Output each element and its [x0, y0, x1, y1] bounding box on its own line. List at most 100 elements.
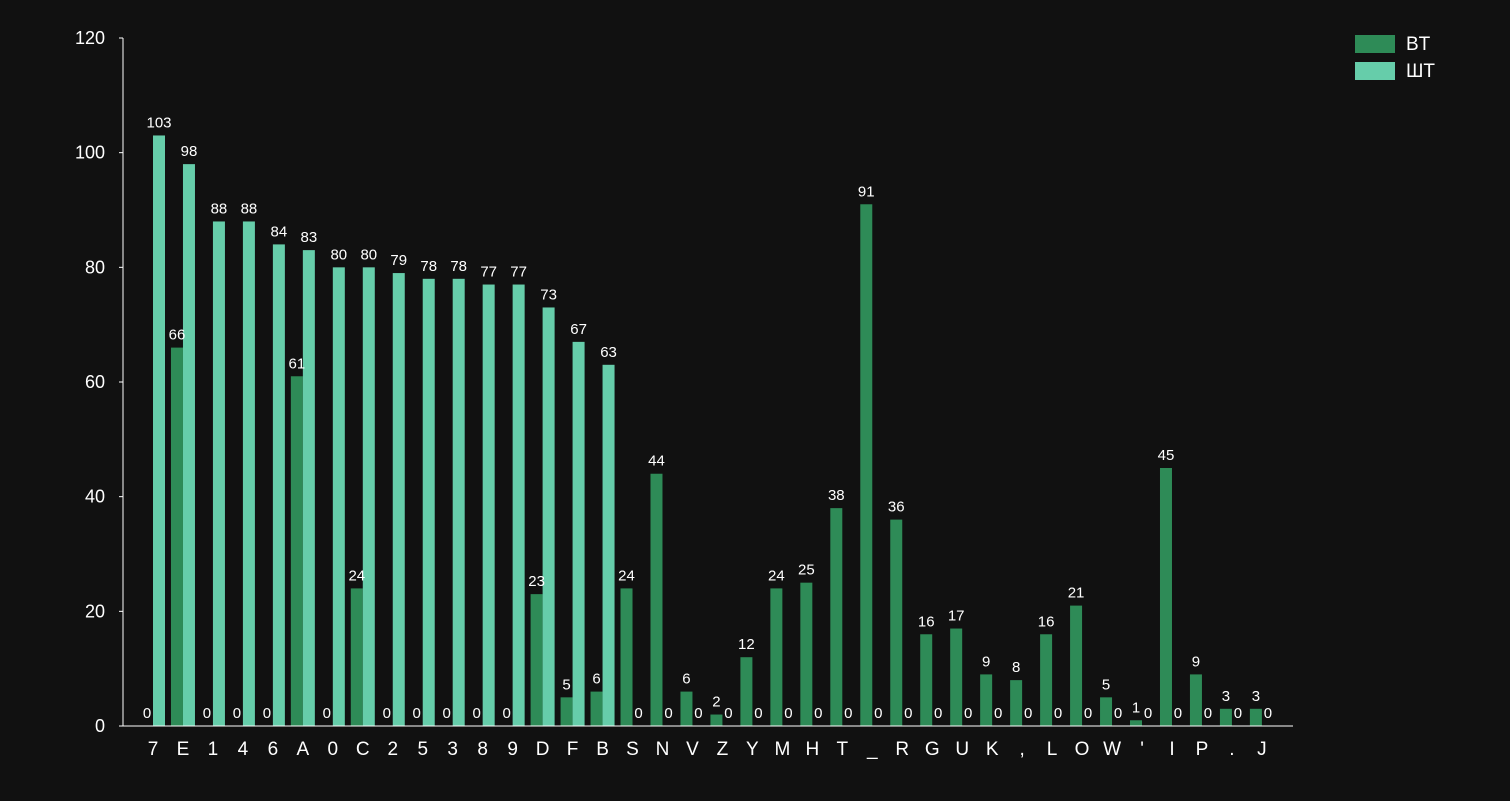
- x-category-label: .: [1229, 739, 1234, 760]
- chart-bars: [153, 135, 1262, 727]
- x-category-label: 5: [417, 739, 428, 760]
- data-label-ШТ-E: 98: [181, 143, 198, 160]
- bar-ШТ-2: [392, 273, 405, 726]
- data-label-BT-G: 16: [918, 613, 935, 630]
- x-category-label: R: [895, 739, 909, 760]
- bar-BT-J: [1249, 708, 1262, 726]
- data-label-BT-H: 25: [798, 562, 815, 579]
- bar-BT-B: [590, 691, 603, 726]
- data-label-ШТ-C: 80: [360, 246, 377, 263]
- data-label-BT-V: 6: [682, 671, 690, 688]
- data-label-ШТ-.: 0: [1234, 705, 1242, 722]
- x-category-label: F: [567, 739, 579, 760]
- bar-BT-Y: [740, 657, 753, 726]
- data-label-ШТ-3: 78: [450, 258, 467, 275]
- bar-BT-K: [980, 674, 993, 726]
- bar-BT-_: [860, 204, 873, 726]
- data-label-ШТ-1: 88: [211, 200, 228, 217]
- data-label-ШТ-L: 0: [1054, 705, 1062, 722]
- legend-label-BT: BT: [1406, 34, 1431, 55]
- x-category-label: A: [297, 739, 310, 760]
- data-label-BT-4: 0: [233, 705, 241, 722]
- x-category-label: Z: [717, 739, 729, 760]
- y-tick-label: 20: [85, 601, 105, 621]
- y-tick-label: 80: [85, 257, 105, 277]
- bar-ШТ-0: [332, 267, 345, 726]
- bar-ШТ-F: [572, 341, 585, 726]
- bar-BT-C: [350, 588, 363, 726]
- x-axis-category-labels: 7 E 1 4 6 A 0 C 2 5 3 8 9 D F B S N V Z Y M H T _ R G U K, L O W ' I P. J: [148, 739, 1267, 760]
- y-tick-label: 120: [75, 28, 105, 48]
- data-label-BT-F: 5: [562, 676, 570, 693]
- data-label-BT-': 1: [1132, 699, 1140, 716]
- legend-swatch-ШТ: [1355, 62, 1395, 80]
- bar-ШТ-B: [602, 364, 615, 726]
- legend: BT ШТ: [1355, 34, 1435, 82]
- data-label-BT-0: 0: [323, 705, 331, 722]
- data-label-BT-W: 5: [1102, 676, 1110, 693]
- bar-BT-U: [950, 628, 963, 726]
- x-category-label: K: [986, 739, 999, 760]
- data-label-BT-,: 8: [1012, 659, 1020, 676]
- data-label-BT-1: 0: [203, 705, 211, 722]
- legend-swatch-BT: [1355, 35, 1395, 53]
- data-label-ШТ-V: 0: [694, 705, 702, 722]
- bar-ШТ-D: [542, 307, 555, 726]
- x-category-label: 9: [507, 739, 518, 760]
- data-label-ШТ-M: 0: [784, 705, 792, 722]
- data-label-BT-L: 16: [1038, 613, 1055, 630]
- x-category-label: I: [1169, 739, 1174, 760]
- x-category-label: N: [656, 739, 670, 760]
- data-label-BT-M: 24: [768, 567, 785, 584]
- data-label-BT-J: 3: [1252, 688, 1260, 705]
- data-label-ШТ-7: 103: [146, 114, 171, 131]
- data-label-ШТ-W: 0: [1114, 705, 1122, 722]
- x-category-label: M: [774, 739, 790, 760]
- data-label-ШТ-P: 0: [1204, 705, 1212, 722]
- x-category-label: W: [1103, 739, 1121, 760]
- data-label-BT-T: 38: [828, 487, 845, 504]
- x-category-label: E: [177, 739, 190, 760]
- bar-BT-D: [530, 594, 543, 726]
- data-label-ШТ-G: 0: [934, 705, 942, 722]
- data-label-ШТ-4: 88: [241, 200, 258, 217]
- data-label-ШТ-2: 79: [390, 252, 407, 269]
- data-label-ШТ-T: 0: [844, 705, 852, 722]
- x-category-label: P: [1196, 739, 1209, 760]
- data-label-ШТ-Y: 0: [754, 705, 762, 722]
- data-label-ШТ-I: 0: [1174, 705, 1182, 722]
- x-category-label: B: [596, 739, 609, 760]
- bar-BT-I: [1159, 468, 1172, 726]
- data-label-ШТ-D: 73: [540, 286, 557, 303]
- x-category-label: 3: [447, 739, 458, 760]
- x-category-label: S: [626, 739, 639, 760]
- data-label-BT-S: 24: [618, 567, 635, 584]
- legend-label-ШТ: ШТ: [1406, 61, 1435, 82]
- bar-ШТ-A: [302, 250, 315, 726]
- bar-ШТ-4: [242, 221, 255, 726]
- data-label-BT-7: 0: [143, 705, 151, 722]
- x-category-label: 4: [238, 739, 249, 760]
- bar-BT-E: [170, 347, 183, 726]
- x-category-label: Y: [746, 739, 759, 760]
- data-label-ШТ-J: 0: [1264, 705, 1272, 722]
- bar-BT-O: [1070, 605, 1083, 726]
- y-tick-label: 60: [85, 372, 105, 392]
- x-category-label: D: [536, 739, 550, 760]
- bar-BT-': [1130, 720, 1143, 726]
- bar-ШТ-E: [182, 164, 195, 727]
- data-label-BT-I: 45: [1158, 447, 1175, 464]
- data-label-BT-.: 3: [1222, 688, 1230, 705]
- data-label-BT-A: 61: [289, 355, 306, 372]
- x-category-label: H: [805, 739, 819, 760]
- x-category-label: 7: [148, 739, 159, 760]
- data-label-BT-R: 36: [888, 499, 905, 516]
- data-label-BT-3: 0: [443, 705, 451, 722]
- data-label-BT-P: 9: [1192, 653, 1200, 670]
- data-label-BT-5: 0: [413, 705, 421, 722]
- x-category-label: V: [686, 739, 699, 760]
- x-category-label: ': [1140, 739, 1144, 760]
- y-axis-ticks: 0 20 40 60 80 100 120: [75, 28, 123, 736]
- data-label-BT-E: 66: [169, 327, 186, 344]
- bar-BT-Z: [710, 714, 723, 726]
